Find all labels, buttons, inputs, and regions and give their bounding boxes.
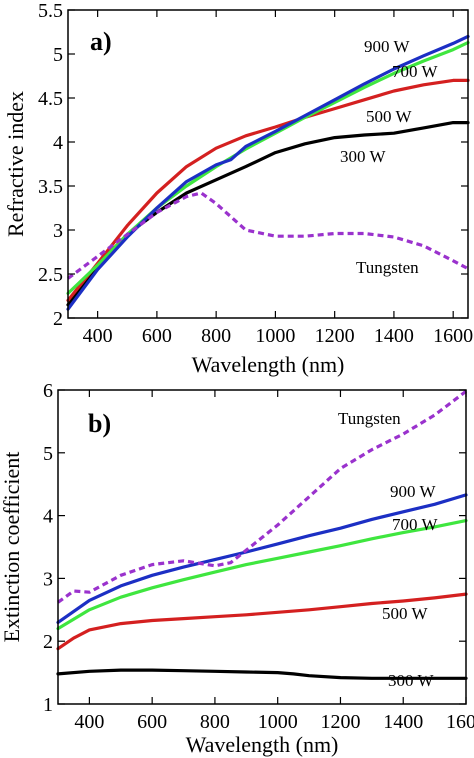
series-line-b-900w <box>56 493 468 625</box>
y-tick-label: 5 <box>53 44 63 66</box>
y-tick-label: 2 <box>43 631 53 653</box>
x-axis-title-a: Wavelength (nm) <box>192 352 345 377</box>
series-layer-b <box>56 390 468 680</box>
series-line-b-700w <box>56 518 468 631</box>
y-tick-label: 1 <box>43 694 53 716</box>
y-tick-label: 4 <box>43 506 53 528</box>
ticks-b: 400 600 800 1000 1200 1400 1600 1 2 3 4 5 6 <box>43 380 474 733</box>
y-tick-label: 3 <box>53 220 63 242</box>
series-label-a-300w: 300 W <box>340 147 386 166</box>
x-tick-label: 1000 <box>255 325 295 347</box>
series-label-b-900w: 900 W <box>390 482 436 501</box>
y-tick-label: 5.5 <box>38 0 63 22</box>
x-tick-label: 1400 <box>383 711 423 733</box>
x-tick-label: 600 <box>137 711 167 733</box>
y-tick-label: 2.5 <box>38 264 63 286</box>
panel-label-a: a) <box>90 27 112 56</box>
series-label-b-tungsten: Tungsten <box>338 409 401 428</box>
series-label-a-900w: 900 W <box>364 37 410 56</box>
x-tick-label: 1600 <box>446 711 474 733</box>
series-label-a-700w: 700 W <box>392 62 438 81</box>
x-tick-label: 1200 <box>320 711 360 733</box>
x-tick-label: 1000 <box>258 711 298 733</box>
x-tick-label: 400 <box>83 325 113 347</box>
panel-b: 400 600 800 1000 1200 1400 1600 1 2 3 4 5 6 b) Wavel… <box>0 380 474 757</box>
series-label-b-500w: 500 W <box>382 604 428 623</box>
y-tick-label: 5 <box>43 443 53 465</box>
x-tick-label: 600 <box>142 325 172 347</box>
series-label-a-tungsten: Tungsten <box>356 258 419 277</box>
series-label-b-700w: 700 W <box>392 515 438 534</box>
y-tick-label: 6 <box>43 380 53 402</box>
x-tick-label: 1600 <box>433 325 473 347</box>
panel-a: 400 600 800 1000 1200 1400 1600 2 2.5 3 3.5 4 4.5 5 5.… <box>3 0 473 377</box>
series-line-a-300w <box>66 120 470 307</box>
x-tick-label: 1200 <box>315 325 355 347</box>
panel-label-b: b) <box>88 409 111 438</box>
y-axis-title-b: Extinction coefficient <box>0 452 24 643</box>
x-axis-title-b: Wavelength (nm) <box>186 732 339 757</box>
ticks-a: 400 600 800 1000 1200 1400 1600 2 2.5 3 3.5 4 4.5 5 5.… <box>38 0 473 347</box>
plot-frame-b <box>57 389 467 705</box>
x-tick-label: 800 <box>200 711 230 733</box>
series-line-b-tungsten <box>57 390 467 604</box>
x-tick-label: 1400 <box>374 325 414 347</box>
y-tick-label: 4.5 <box>38 88 63 110</box>
y-tick-label: 4 <box>53 132 63 154</box>
y-tick-label: 3 <box>43 568 53 590</box>
series-label-b-300w: 300 W <box>388 671 434 690</box>
y-axis-title-a: Refractive index <box>3 91 28 237</box>
x-tick-label: 400 <box>74 711 104 733</box>
y-tick-label: 2 <box>53 308 63 330</box>
series-line-a-tungsten <box>67 191 469 280</box>
x-tick-label: 800 <box>201 325 231 347</box>
series-label-a-500w: 500 W <box>366 107 412 126</box>
series-line-b-300w <box>56 668 468 680</box>
series-line-b-500w <box>56 592 468 651</box>
series-layer-a <box>66 34 470 311</box>
y-tick-label: 3.5 <box>38 176 63 198</box>
plot-frame-a <box>67 9 469 319</box>
series-line-a-500w <box>66 78 470 302</box>
